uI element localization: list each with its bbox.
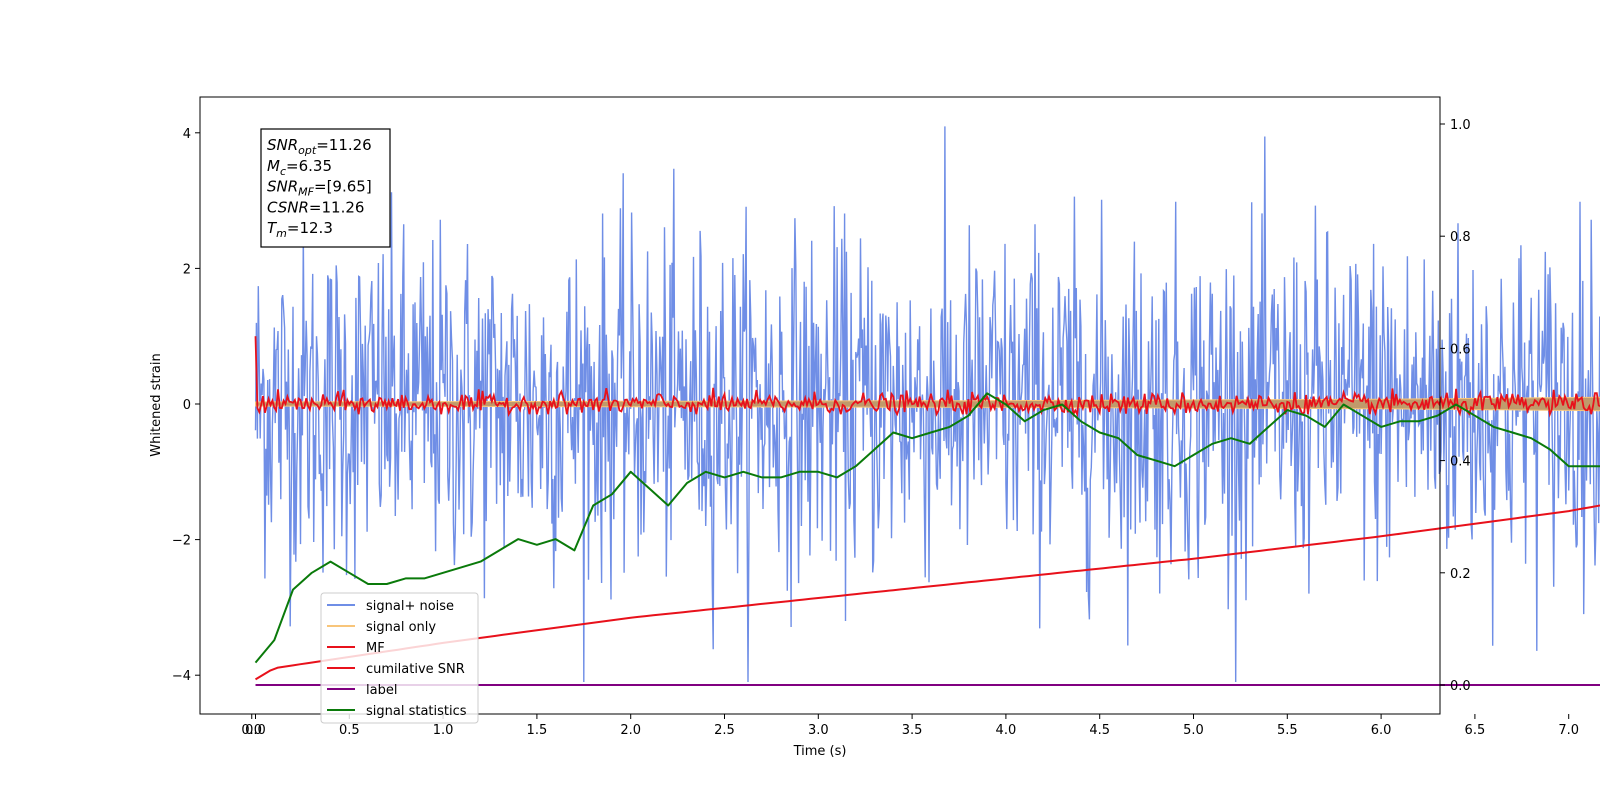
info-box-frame [260,128,391,248]
x-tick-label: 6.0 [1371,723,1392,738]
x-tick-label: 0.5 [339,723,360,738]
x-tick-label: 7.0 [1558,723,1579,738]
y-tick-label: −2 [172,534,191,549]
x-tick-label: 2.0 [620,723,641,738]
info-line: SNRopt=11.26 [267,136,372,157]
info-line: Tm=12.3 [267,219,333,240]
legend-label: label [366,683,397,698]
info-line: SNRMF=[9.65] [267,178,372,199]
x-axis-label: Time (s) [793,744,847,759]
y2-tick-label: 1.0 [1450,118,1471,133]
mf-layer [254,336,1600,418]
info-box: SNRopt=11.26Mc=6.35SNRMF=[9.65]CSNR=11.2… [260,128,391,248]
x-axis: 0.00.0 0.5 1.0 1.5 2.0 2.5 3.0 3.5 4.0 4.5 5.0 5.5 6… [241,714,1579,738]
legend-label: signal only [366,620,436,635]
x-tick-label: 5.0 [1183,723,1204,738]
info-line: CSNR=11.26 [267,198,364,216]
y2-tick-label: 0.0 [1450,679,1471,694]
x-tick-label: 0.0 [241,723,262,738]
y-axis-right: 1.0 0.8 0.6 0.4 0.2 0.0 [1440,118,1471,694]
x-tick-label: 4.0 [996,723,1017,738]
x-tick-label: 1.5 [527,723,548,738]
y2-tick-label: 0.8 [1450,230,1471,245]
y-axis-label: Whitened strain [149,353,164,456]
series-cumulative-snr [254,504,1600,681]
legend-label: MF [366,641,385,656]
series-signal-noise [254,126,1600,683]
y-tick-label: 0 [183,398,191,413]
x-tick-label: 1.0 [433,723,454,738]
legend-label: cumilative SNR [366,662,465,677]
x-tick-label: 3.0 [808,723,829,738]
plot-frame [199,96,1441,715]
x-tick-label: 0.0 [245,723,266,738]
x-tick-label: 4.5 [1089,723,1110,738]
y-tick-label: 2 [183,262,191,277]
x-tick-label: 5.5 [1277,723,1298,738]
y2-tick-label: 0.4 [1450,455,1471,470]
series-mf [254,336,1600,418]
info-line: Mc=6.35 [267,157,332,178]
right-axis-series-layer [254,392,1600,686]
series-label [255,684,1600,686]
y2-tick-label: 0.6 [1450,342,1471,357]
series-signal-statistics [254,392,1600,664]
x-tick-label: 6.5 [1465,723,1486,738]
x-tick-label: 3.5 [902,723,923,738]
signal-noise-layer [254,126,1600,683]
y-tick-label: −4 [172,669,191,684]
y2-tick-label: 0.2 [1450,567,1471,582]
x-tick-label: 2.5 [714,723,735,738]
y-tick-label: 4 [183,127,191,142]
legend: signal+ noise signal only MF cumilative SNR… [320,592,479,724]
legend-label: signal statistics [366,704,467,719]
legend-frame [320,592,479,724]
legend-label: signal+ noise [366,599,454,614]
y-axis-left: 4 2 0 −2 −4 [172,127,200,684]
